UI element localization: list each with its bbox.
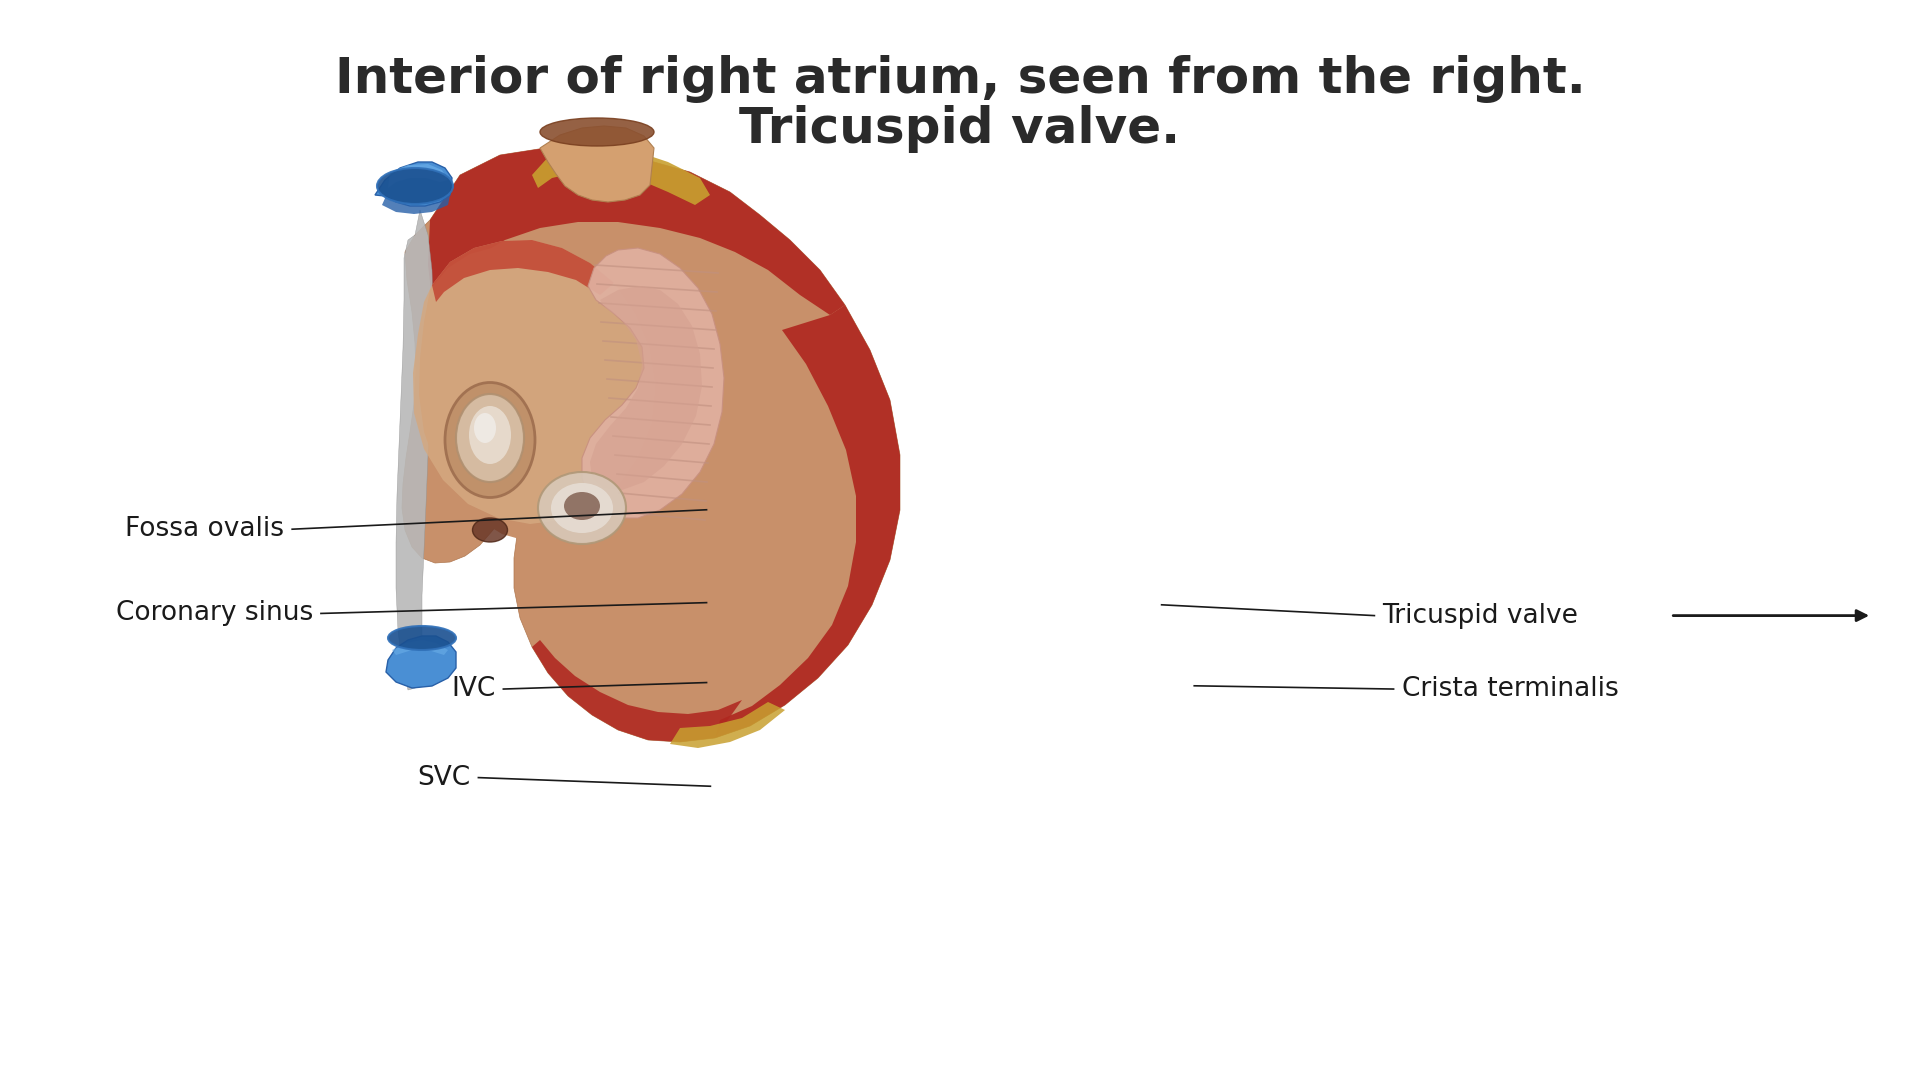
Polygon shape — [386, 636, 457, 688]
Polygon shape — [401, 148, 900, 742]
Ellipse shape — [376, 168, 453, 204]
Text: Tricuspid valve.: Tricuspid valve. — [739, 105, 1181, 153]
Polygon shape — [388, 164, 447, 188]
Ellipse shape — [388, 626, 457, 650]
Polygon shape — [540, 126, 655, 202]
Polygon shape — [428, 148, 845, 315]
Polygon shape — [532, 148, 710, 205]
Text: Fossa ovalis: Fossa ovalis — [125, 516, 284, 542]
Text: Coronary sinus: Coronary sinus — [115, 600, 313, 626]
Ellipse shape — [457, 394, 524, 482]
Ellipse shape — [564, 492, 599, 519]
Polygon shape — [396, 210, 434, 690]
Polygon shape — [532, 640, 741, 742]
Polygon shape — [670, 702, 785, 748]
Text: Crista terminalis: Crista terminalis — [1402, 676, 1619, 702]
Ellipse shape — [472, 518, 507, 542]
Polygon shape — [382, 195, 449, 214]
Ellipse shape — [445, 382, 536, 498]
Polygon shape — [374, 162, 451, 206]
Polygon shape — [432, 240, 614, 302]
Polygon shape — [582, 248, 724, 518]
Polygon shape — [714, 305, 900, 738]
Polygon shape — [589, 286, 703, 490]
Text: SVC: SVC — [417, 765, 470, 791]
Text: IVC: IVC — [451, 676, 495, 702]
Ellipse shape — [474, 413, 495, 443]
Text: Interior of right atrium, seen from the right.: Interior of right atrium, seen from the … — [334, 55, 1586, 103]
Ellipse shape — [468, 406, 511, 464]
Ellipse shape — [538, 472, 626, 544]
Polygon shape — [413, 240, 657, 524]
Ellipse shape — [551, 483, 612, 534]
Polygon shape — [419, 246, 664, 542]
Text: Tricuspid valve: Tricuspid valve — [1382, 603, 1578, 629]
Ellipse shape — [540, 118, 655, 146]
Polygon shape — [392, 640, 447, 654]
